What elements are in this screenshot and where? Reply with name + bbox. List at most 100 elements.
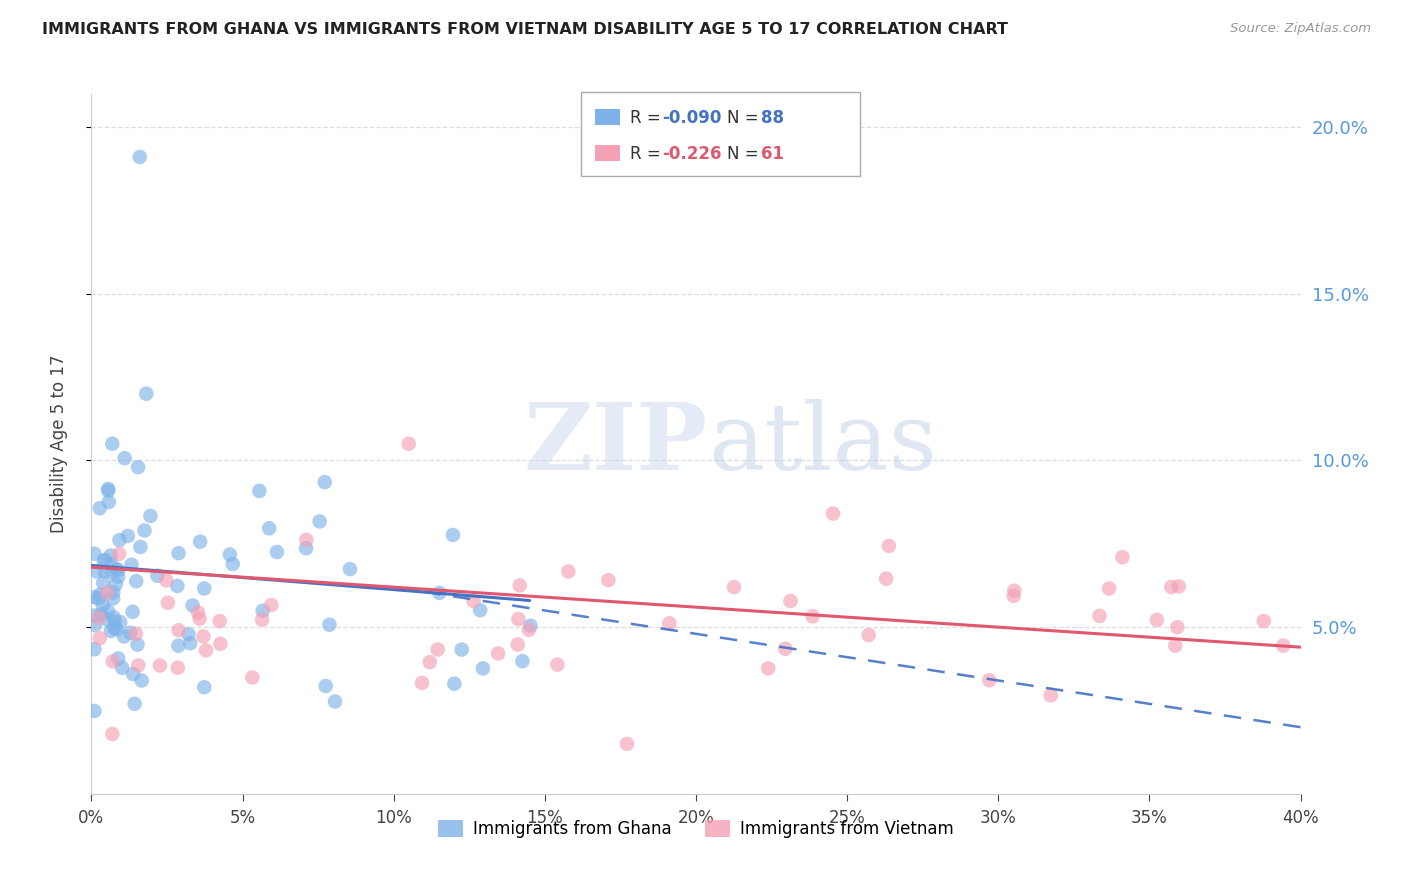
Point <box>1002 583 1025 598</box>
Point <box>146 569 169 583</box>
Point <box>131 673 153 688</box>
Point <box>83 618 105 632</box>
Point <box>97 495 120 509</box>
Point <box>1272 639 1295 653</box>
Point <box>295 533 318 547</box>
Point <box>517 623 540 637</box>
Point <box>218 548 240 562</box>
Point <box>149 658 172 673</box>
Point <box>105 562 128 576</box>
Point <box>125 626 148 640</box>
Point <box>419 655 441 669</box>
Point <box>240 671 263 685</box>
Point <box>97 482 120 496</box>
Point <box>179 636 201 650</box>
Point <box>97 483 120 498</box>
Point <box>315 679 337 693</box>
Text: atlas: atlas <box>709 399 938 489</box>
Point <box>450 642 472 657</box>
Point <box>339 562 361 576</box>
Point <box>83 704 105 718</box>
Point <box>801 609 824 624</box>
Point <box>94 565 117 579</box>
Text: ZIP: ZIP <box>524 399 709 489</box>
Point <box>195 643 218 657</box>
Text: R =: R = <box>630 145 666 162</box>
Point <box>83 547 105 561</box>
Y-axis label: Disability Age 5 to 17: Disability Age 5 to 17 <box>49 354 67 533</box>
Point <box>779 594 801 608</box>
Point <box>821 507 844 521</box>
Point <box>979 673 1001 688</box>
Point <box>83 590 105 604</box>
Point <box>124 697 146 711</box>
Text: N =: N = <box>727 145 763 162</box>
Point <box>103 610 125 624</box>
Point <box>155 574 177 588</box>
Point <box>323 694 346 708</box>
Text: -0.226: -0.226 <box>662 145 721 162</box>
Point <box>103 621 125 635</box>
Point <box>1166 620 1188 634</box>
Point <box>108 547 131 561</box>
Point <box>221 557 243 571</box>
Point <box>398 437 420 451</box>
Point <box>139 508 162 523</box>
Point <box>1088 608 1111 623</box>
Point <box>91 575 114 590</box>
Point <box>134 524 156 538</box>
Point <box>100 565 122 579</box>
Point <box>110 615 132 629</box>
Point <box>308 515 330 529</box>
Point <box>100 624 122 638</box>
Point <box>775 641 797 656</box>
Point <box>187 606 209 620</box>
Point <box>1167 579 1189 593</box>
Point <box>87 591 110 606</box>
Point <box>167 639 190 653</box>
Point <box>486 647 509 661</box>
Point <box>107 651 129 665</box>
Point <box>512 654 534 668</box>
Point <box>877 539 900 553</box>
Point <box>471 661 494 675</box>
Point <box>1002 589 1025 603</box>
Point <box>125 574 148 589</box>
Point <box>1098 582 1121 596</box>
Point <box>127 658 149 673</box>
Legend: Immigrants from Ghana, Immigrants from Vietnam: Immigrants from Ghana, Immigrants from V… <box>432 814 960 845</box>
Point <box>188 612 211 626</box>
Point <box>1160 580 1182 594</box>
Point <box>858 628 880 642</box>
Point <box>96 585 118 599</box>
Point <box>127 460 149 475</box>
Point <box>166 579 188 593</box>
Point <box>177 627 200 641</box>
Point <box>96 613 118 627</box>
Point <box>100 558 122 572</box>
Point <box>598 573 620 587</box>
Point <box>128 150 150 164</box>
Point <box>1164 639 1187 653</box>
Point <box>250 613 273 627</box>
Point <box>86 565 108 579</box>
Point <box>557 565 579 579</box>
Point <box>117 529 139 543</box>
Point <box>756 661 779 675</box>
Point <box>121 558 143 572</box>
Point <box>546 657 568 672</box>
Point <box>107 570 129 584</box>
Point <box>103 591 125 606</box>
Point <box>723 580 745 594</box>
Text: R =: R = <box>630 109 666 127</box>
Point <box>266 545 288 559</box>
Point <box>188 534 211 549</box>
Point <box>105 622 128 636</box>
Point <box>108 533 131 548</box>
Point <box>463 594 485 608</box>
Point <box>1253 614 1275 628</box>
Point <box>166 660 188 674</box>
Point <box>429 586 451 600</box>
Point <box>875 572 897 586</box>
Point <box>167 624 190 638</box>
